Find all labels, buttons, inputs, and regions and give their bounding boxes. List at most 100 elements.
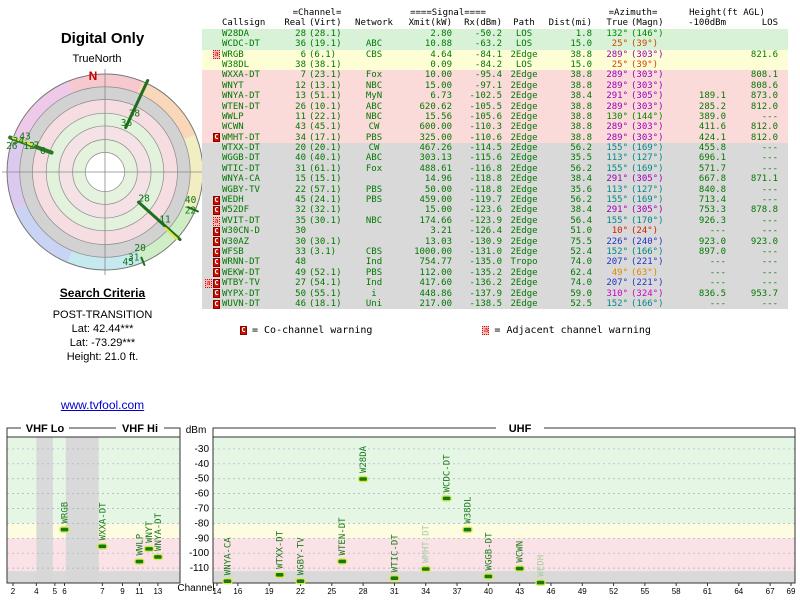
cell-call: WGGB-DT <box>222 153 260 164</box>
table-row: C WEKW-DT 49 (52.1) PBS 112.00 -135.2 2Edge 62.4… <box>202 267 788 279</box>
cell-az_true: 25° <box>611 39 628 50</box>
cell-rx: -136.2 <box>469 278 502 289</box>
table-header-columns: Callsign Real (Virt) Network Xmit(kW) Rx… <box>202 18 788 28</box>
warning-icons-cell: C <box>202 206 220 216</box>
cell-los: 808.1 <box>750 70 778 81</box>
header-virt: (Virt) <box>309 18 342 29</box>
radar-channel-label: 11 <box>159 214 171 225</box>
cell-dist: 56.2 <box>570 143 592 154</box>
cell-rx: -114.5 <box>469 143 502 154</box>
x-tick-label: 22 <box>296 587 305 596</box>
cell-los: 812.0 <box>750 101 778 112</box>
cell-net: ABC <box>365 153 383 164</box>
header-height-group: Height(ft AGL) <box>689 8 765 18</box>
cell-path: 2Edge <box>510 80 538 91</box>
cell-call: WUVN-DT <box>222 298 260 309</box>
cell-az_magn: (170°) <box>631 215 664 226</box>
cell-dist: 38.8 <box>570 70 592 81</box>
cell-net: CBS <box>365 49 383 60</box>
cell-net: ABC <box>365 39 383 50</box>
table-row: WGGB-DT 40 (40.1) ABC 303.13 -115.6 2Edge 35.5 1… <box>202 153 788 164</box>
cell-az_true: 291° <box>606 91 628 102</box>
cell-xmit: 1000.00 <box>414 246 452 257</box>
warning-icons-cell: C <box>202 195 220 205</box>
x-tick-label: 37 <box>453 587 462 596</box>
cell-real: 28 <box>295 28 306 39</box>
cell-rx: -105.6 <box>469 111 502 122</box>
signal-bar <box>134 558 145 565</box>
cell-real: 35 <box>295 215 306 226</box>
x-tick-label: 2 <box>11 587 16 596</box>
bar-callsign-label: WCWN <box>516 541 526 563</box>
x-tick-label: 55 <box>640 587 649 596</box>
signal-bar <box>357 475 369 483</box>
cell-h100: --- <box>709 226 726 237</box>
cell-call: WYPX-DT <box>222 288 260 299</box>
x-tick-label: 52 <box>609 587 618 596</box>
cell-xmit: 174.66 <box>419 215 452 226</box>
cell-call: WMHT-DT <box>222 132 260 143</box>
cell-call: WXXA-DT <box>222 70 260 81</box>
warning-icons-cell: C <box>202 247 220 257</box>
x-tick-label: 46 <box>547 587 556 596</box>
cell-xmit: 10.88 <box>424 39 452 50</box>
y-axis-title: dBm <box>186 425 207 436</box>
bar-callsign-label: WNYT <box>145 521 155 543</box>
cell-path: LOS <box>515 28 533 39</box>
cell-az_magn: (221°) <box>631 278 664 289</box>
cell-path: 2Edge <box>510 143 538 154</box>
cell-dist: 38.8 <box>570 101 592 112</box>
cell-az_true: 152° <box>606 246 628 257</box>
y-tick-label: -100 <box>189 548 209 559</box>
cell-real: 36 <box>295 39 306 50</box>
radar-plot-title: Digital Only <box>60 30 145 47</box>
cell-virt: (6.1) <box>309 49 337 60</box>
cell-az_magn: (324°) <box>631 288 664 299</box>
header-azimuth-group: =Azimuth= <box>608 8 658 18</box>
cell-path: 2Edge <box>510 70 538 81</box>
signal-bar <box>143 545 155 553</box>
cell-path: 2Edge <box>510 298 538 309</box>
cell-az_magn: (305°) <box>631 174 664 185</box>
table-row: WCWN 43 (45.1) CW 600.00 -110.3 2Edge 38.8 289°(… <box>202 122 788 133</box>
cell-dist: 38.8 <box>570 122 592 133</box>
table-row: C W30CN-D 30 3.21 -126.4 2Edge 51.0 10° (24°) ---… <box>202 226 788 237</box>
adjacent-channel-warning-icon: a <box>213 50 220 60</box>
criteria-mode: POST-TRANSITION <box>52 309 153 321</box>
bar-callsign-label: WMHT-DT <box>422 524 432 563</box>
co-channel-warning-icon: C <box>213 289 220 299</box>
header-dist: Dist(mi) <box>548 18 592 29</box>
cell-dist: 35.5 <box>570 153 592 164</box>
cell-xmit: 303.13 <box>419 153 452 164</box>
radar-channel-label: 36 <box>121 118 133 129</box>
cell-los: 923.0 <box>750 236 778 247</box>
signal-spoke <box>163 226 178 241</box>
co-channel-warning-icon: C <box>213 258 220 268</box>
cell-virt: (19.1) <box>309 39 342 50</box>
cell-call: WEDH <box>222 195 244 206</box>
radar-channel-label: 12 <box>23 141 34 152</box>
cell-dist: 74.0 <box>570 278 592 289</box>
cell-real: 30 <box>295 226 306 237</box>
cell-call: W38DL <box>222 59 250 70</box>
cell-virt: (40.1) <box>309 153 342 164</box>
warning-icons-cell: C <box>202 226 220 236</box>
cell-path: 2Edge <box>510 111 538 122</box>
table-body: W28DA 28 (28.1) 2.80 -50.2 LOS 1.8 132° (146°) WC… <box>202 28 788 310</box>
radar-plot: 38 36 6 7 12 43 34 26 28 11 40 22 20 31 45 TrueNorth N <box>0 48 212 280</box>
radar-channel-label: 45 <box>123 257 134 268</box>
cell-dist: 38.4 <box>570 91 592 102</box>
cell-xmit: 459.00 <box>419 195 452 206</box>
cell-path: 2Edge <box>510 236 538 247</box>
cell-real: 7 <box>300 70 306 81</box>
cell-net: CW <box>368 122 380 133</box>
header-signal-group: ====Signal==== <box>410 8 486 18</box>
y-tick-label: -70 <box>195 504 210 515</box>
cell-los: 871.1 <box>750 174 778 185</box>
header-real: Real <box>284 18 306 29</box>
table-row: a WVIT-DT 35 (30.1) NBC 174.66 -123.9 2Edge 56.4… <box>202 215 788 227</box>
vhf-gap-band <box>36 437 53 583</box>
tvfool-link[interactable]: www.tvfool.com <box>60 398 145 412</box>
criteria-lon: Lat: -73.29*** <box>69 337 136 349</box>
cell-rx: -118.8 <box>469 174 502 185</box>
